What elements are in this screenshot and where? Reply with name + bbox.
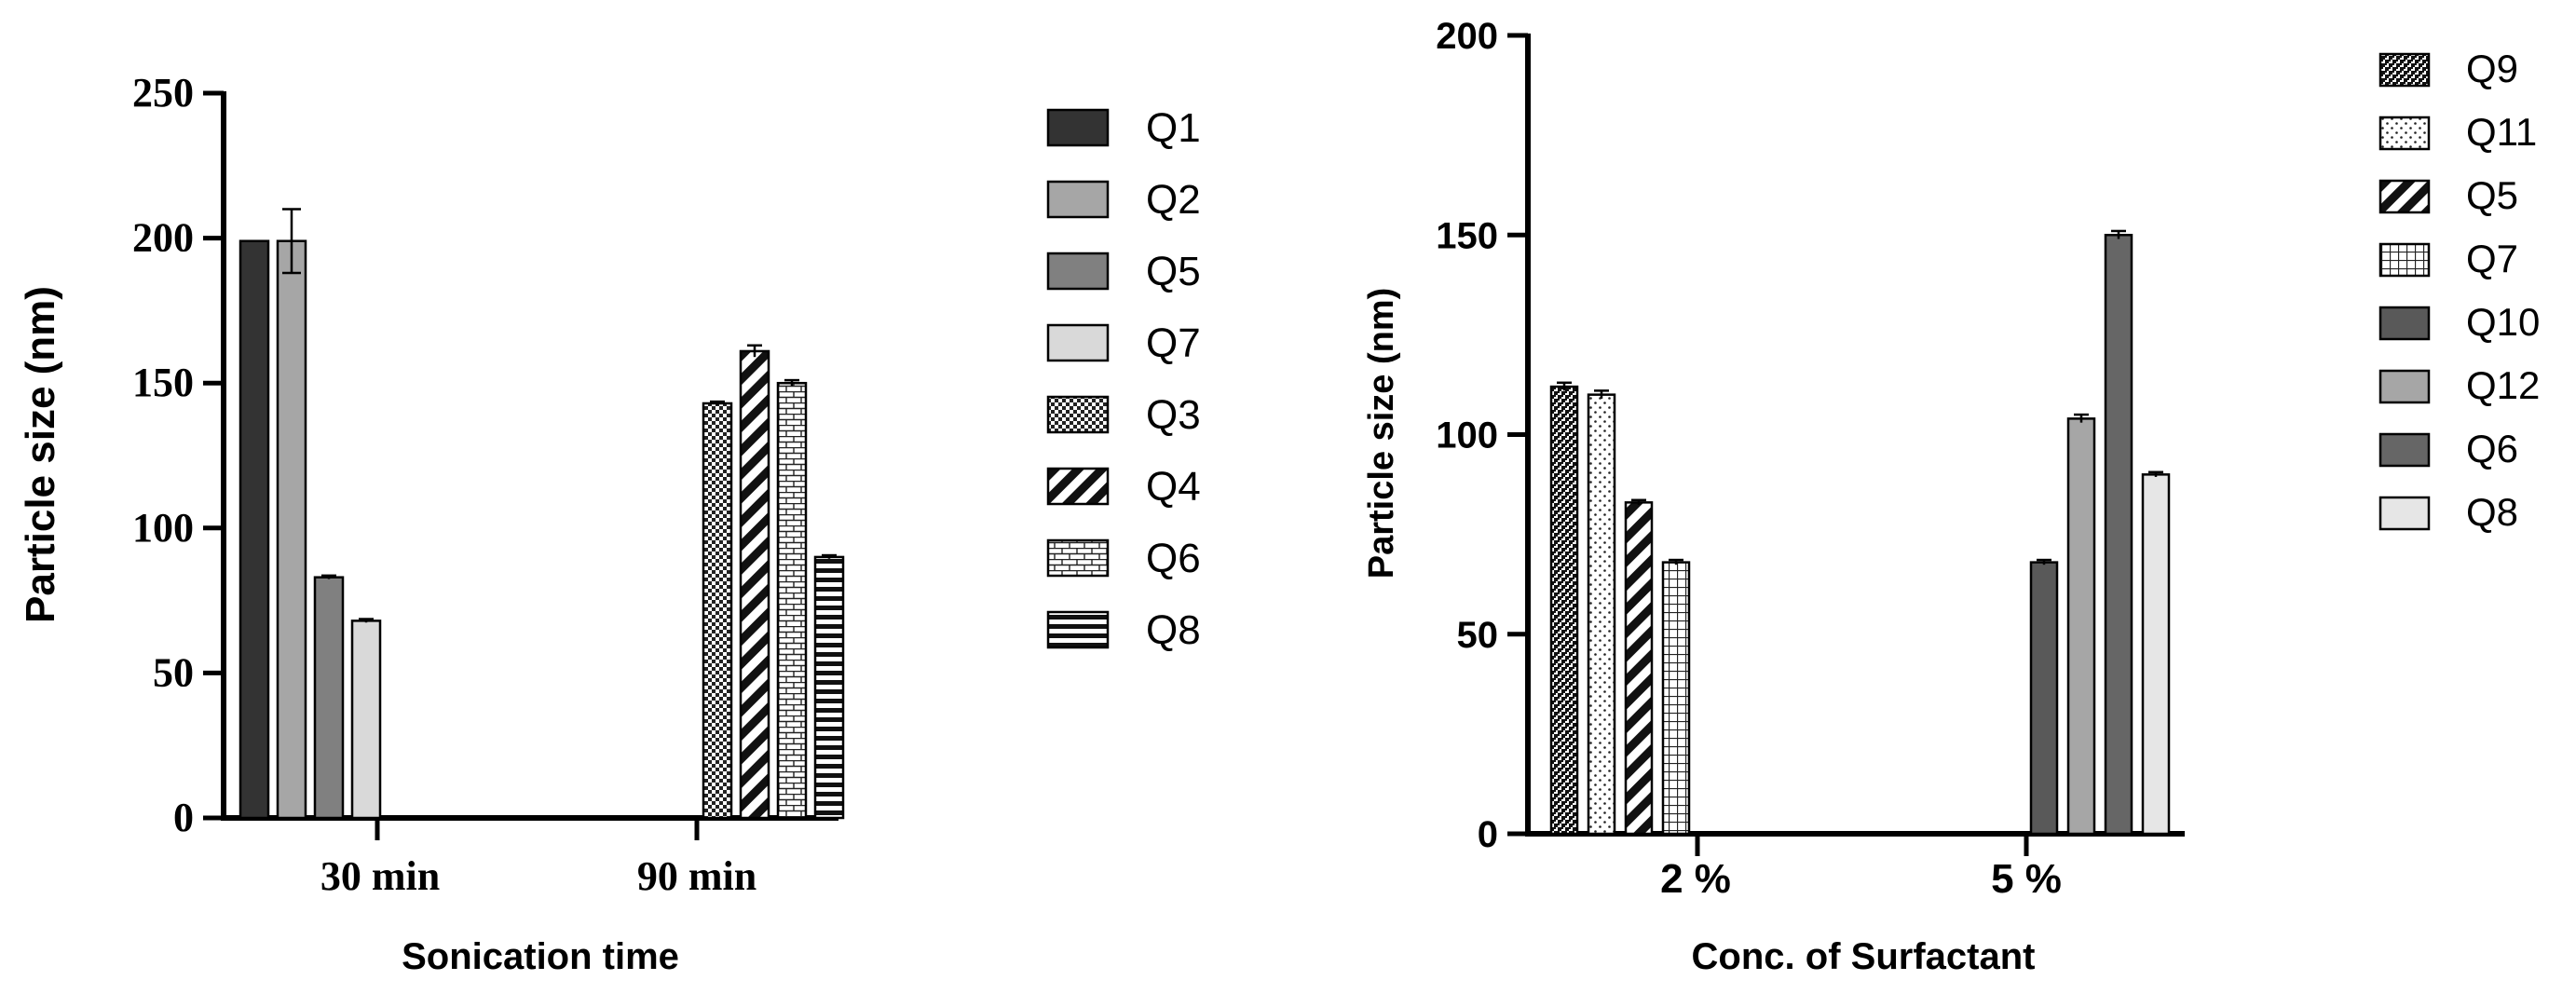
- legend-swatch-q5: [2378, 179, 2431, 214]
- error-bar-q3: [710, 400, 725, 405]
- bar-q6-g2: [776, 381, 808, 820]
- legend-swatch-q6: [2378, 432, 2431, 468]
- bar-q8-g2: [2141, 473, 2171, 836]
- legend-label-q8: Q8: [2466, 490, 2518, 534]
- legend-label-q4: Q4: [1146, 464, 1201, 510]
- legend-swatch-q9: [2378, 52, 2431, 88]
- error-bar-q7: [1669, 558, 1683, 565]
- legend-label-q6: Q6: [1146, 536, 1201, 581]
- y-tick-label: 0: [1478, 814, 1498, 855]
- y-tick-label: 250: [132, 70, 194, 116]
- y-tick-label: 0: [173, 795, 194, 840]
- legend-swatch-q12: [2378, 369, 2431, 404]
- y-tick-label: 50: [1457, 615, 1499, 656]
- legend-label-q1: Q1: [1146, 105, 1201, 151]
- legend-label-q8: Q8: [1146, 607, 1201, 653]
- error-bar-q6: [2111, 229, 2126, 239]
- legend-swatch-q3: [1046, 395, 1110, 434]
- bar-q5-g1: [313, 576, 345, 820]
- y-axis-title: Particle size (nm): [18, 286, 63, 623]
- legend-swatch-q7: [1046, 323, 1110, 362]
- legend-swatch-q4: [1046, 467, 1110, 506]
- y-tick-label: 200: [1436, 16, 1498, 57]
- legend: Q1 Q2 Q5 Q7 Q3 Q4 Q6 Q8: [1046, 105, 1201, 653]
- legend-label-q11: Q11: [2466, 110, 2537, 154]
- legend-swatch-q1: [1046, 108, 1110, 147]
- legend-swatch-q8: [1046, 610, 1110, 649]
- bar-q1-g1: [239, 239, 270, 820]
- legend-swatch-q7: [2378, 242, 2431, 278]
- y-tick-label: 50: [153, 649, 194, 695]
- y-tick-label: 100: [1436, 415, 1498, 456]
- legend-swatch-q2: [1046, 180, 1110, 219]
- x-tick-label: 90 min: [637, 853, 756, 899]
- legend-swatch-q10: [2378, 306, 2431, 341]
- legend-swatch-q6: [1046, 538, 1110, 578]
- legend-label-q7: Q7: [1146, 320, 1201, 366]
- x-axis-title: Conc. of Surfactant: [1692, 936, 2036, 977]
- error-bar-q8: [2148, 470, 2163, 477]
- error-bar-q7: [359, 618, 374, 623]
- error-bar-q5: [321, 574, 336, 579]
- legend-label-q10: Q10: [2466, 300, 2540, 344]
- legend-swatch-q5: [1046, 252, 1110, 291]
- legend-label-q7: Q7: [2466, 237, 2518, 280]
- y-tick-label: 200: [132, 215, 194, 261]
- legend-label-q2: Q2: [1146, 177, 1201, 223]
- error-bar-q8: [822, 553, 837, 559]
- error-bar-q2: [282, 208, 301, 275]
- error-bar-q9: [1557, 381, 1572, 391]
- bar-q12-g2: [2066, 417, 2096, 836]
- bar-q8-g2: [813, 555, 845, 820]
- chart-surfactant-conc: 0 50 100 150 200 2 % 5 % Conc. of Surfactant Par…: [1362, 16, 2540, 977]
- legend: Q9 Q11 Q5 Q7 Q10 Q12 Q6 Q8: [2378, 47, 2540, 534]
- x-tick-label: 2 %: [1660, 856, 1731, 902]
- bar-q7-g1: [350, 620, 382, 820]
- bar-q9-g1: [1549, 385, 1579, 836]
- error-bar-q5: [1631, 498, 1646, 505]
- error-bar-q11: [1594, 389, 1609, 399]
- error-bar-q4: [747, 344, 762, 358]
- y-tick-label: 100: [132, 505, 194, 551]
- bar-q4-g2: [739, 349, 770, 820]
- y-axis-title: Particle size (nm): [1362, 288, 1401, 579]
- error-bar-q10: [2037, 558, 2051, 565]
- x-axis-title: Sonication time: [402, 936, 679, 977]
- bar-q3-g2: [702, 402, 733, 820]
- bar-q6-g2: [2104, 234, 2133, 836]
- legend-swatch-q8: [2378, 496, 2431, 531]
- error-bar-q12: [2074, 413, 2089, 423]
- error-bar-q6: [784, 378, 799, 387]
- legend-label-q3: Q3: [1146, 392, 1201, 438]
- y-tick-label: 150: [1436, 215, 1498, 256]
- bar-q5-g1: [1624, 501, 1654, 836]
- legend-label-q5: Q5: [1146, 249, 1201, 294]
- chart-sonication-time: 0 50 100 150 200 250 30 min 90 min Sonication ti…: [18, 70, 1201, 977]
- y-tick-label: 150: [132, 360, 194, 405]
- legend-label-q12: Q12: [2466, 363, 2540, 407]
- x-tick-label: 30 min: [320, 853, 440, 899]
- legend-label-q5: Q5: [2466, 173, 2518, 217]
- bar-q10-g2: [2029, 561, 2059, 836]
- x-tick-label: 5 %: [1991, 856, 2062, 902]
- legend-label-q6: Q6: [2466, 427, 2518, 470]
- legend-label-q9: Q9: [2466, 47, 2518, 90]
- legend-swatch-q11: [2378, 116, 2431, 151]
- bar-q2-g1: [276, 239, 307, 820]
- bar-q11-g1: [1587, 393, 1616, 836]
- bar-q7-g1: [1661, 561, 1691, 836]
